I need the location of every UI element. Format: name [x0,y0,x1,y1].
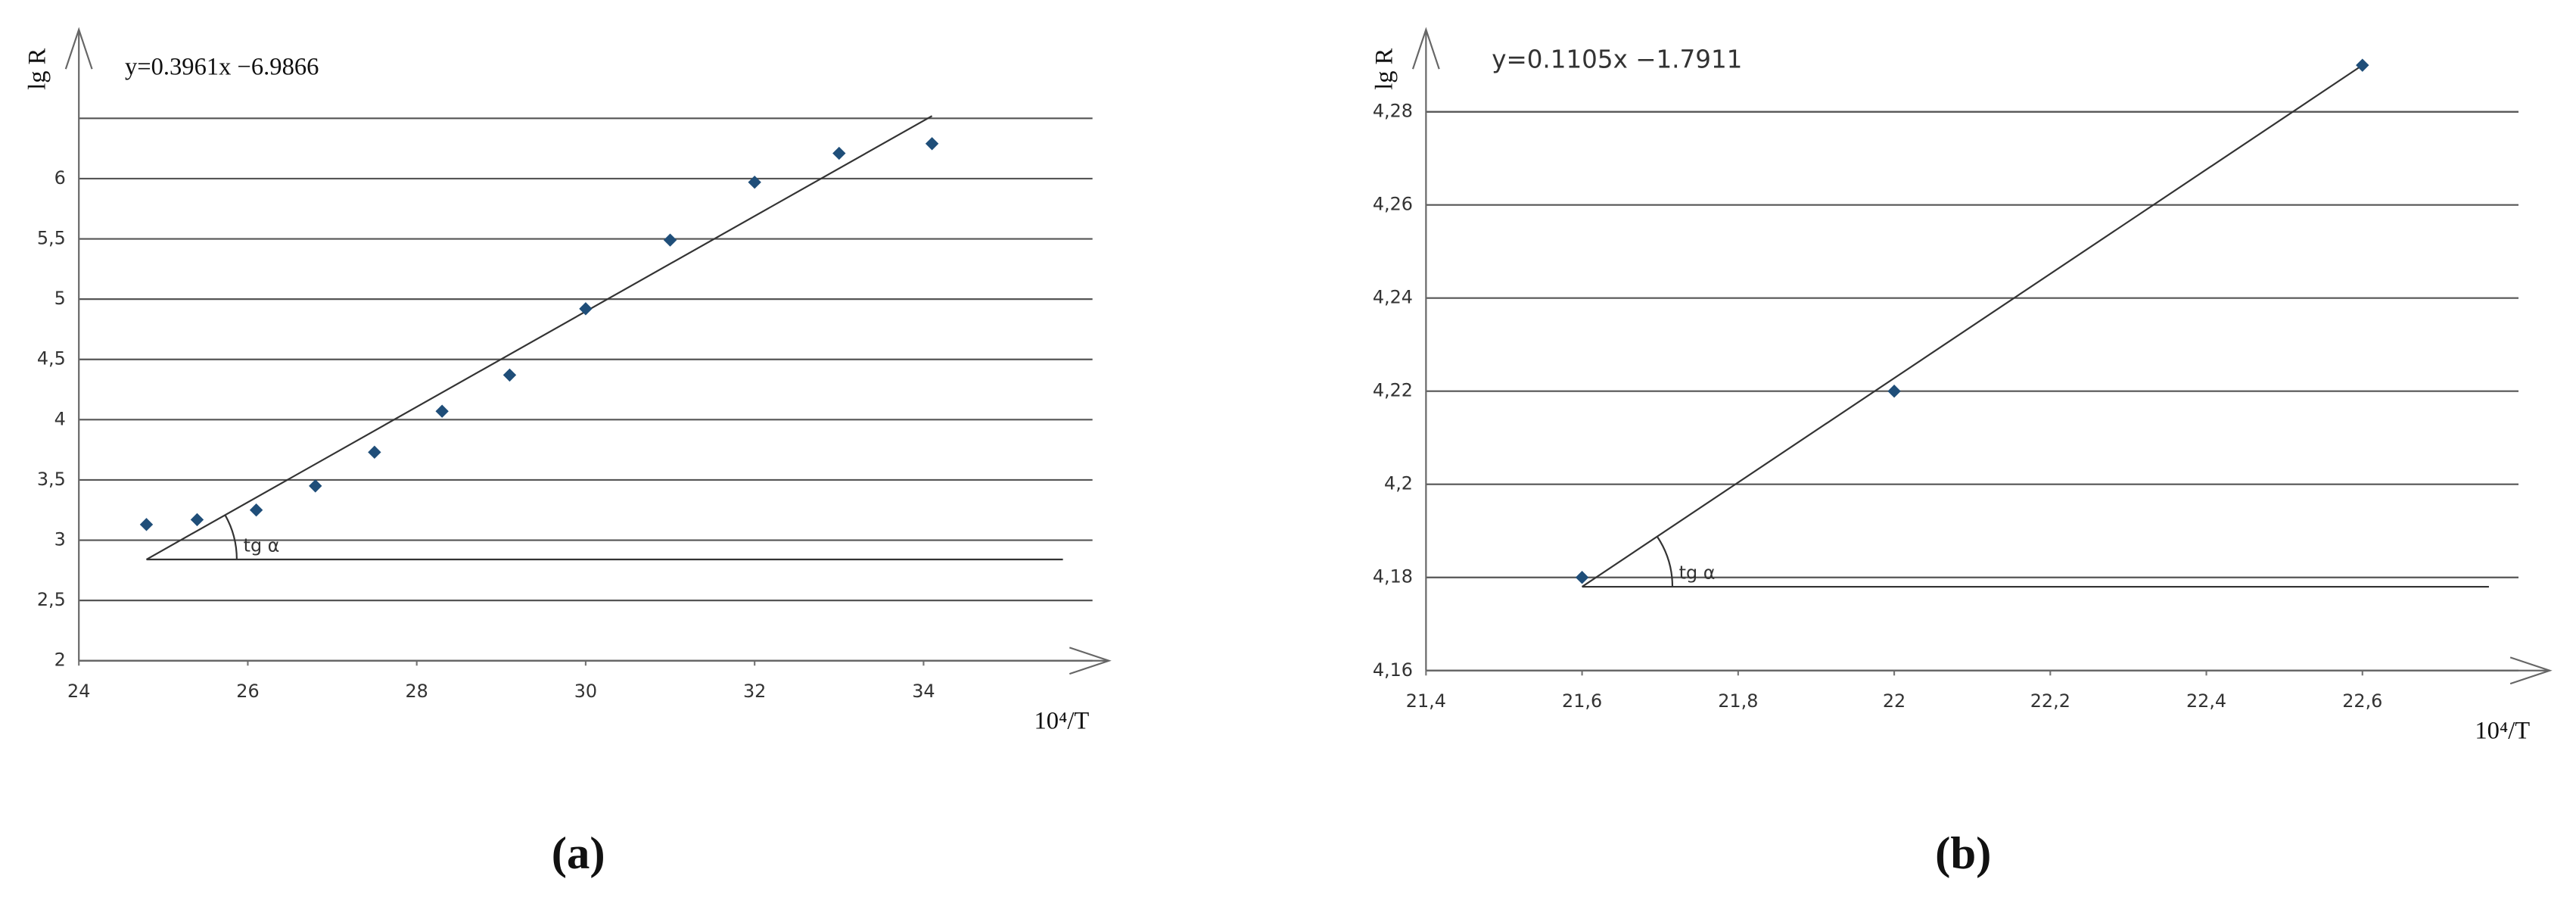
point [249,503,263,517]
point [1575,571,1589,584]
x-tick-label: 22,6 [2342,690,2382,712]
y-tick-label: 4,26 [1373,194,1413,215]
y-tick-label: 4,16 [1373,659,1413,681]
x-tick-label: 24 [67,681,90,702]
point [579,302,593,316]
y-arrow [1411,26,1440,70]
y-tick-label: 4,24 [1373,287,1413,308]
x-arrow [2509,656,2553,685]
y-tick-label: 4,22 [1373,380,1413,401]
point [832,146,846,160]
angle-label: tg α [1679,562,1716,584]
y-tick-label: 2,5 [37,589,66,610]
point [435,404,449,418]
angle-arc [224,514,238,560]
point [139,518,154,531]
y-arrow [64,26,93,70]
equation: y=0.1105x −1.7911 [1492,45,1742,73]
x-tick-label: 21,6 [1562,690,1602,712]
equation: y=0.3961x −6.9866 [125,54,319,81]
y-tick-label: 4,28 [1373,101,1413,122]
panel-label: (b) [1935,828,1991,879]
point [502,368,517,382]
x-axis-label: 10⁴/T [2475,718,2530,745]
x-tick-label: 22,4 [2186,690,2226,712]
angle-arc [1656,536,1674,587]
x-tick-label: 34 [912,681,935,702]
y-tick-label: 4,5 [37,348,66,369]
y-axis-label: lg R [1371,48,1398,89]
y-tick-label: 4,18 [1373,566,1413,587]
point [368,445,381,460]
trendline [1581,64,2363,587]
x-tick-label: 21,8 [1718,690,1758,712]
y-tick-label: 5 [54,288,66,309]
angle-label: tg α [244,535,280,556]
y-tick-label: 4 [54,408,66,429]
x-tick-label: 21,4 [1406,690,1446,712]
x-tick-label: 22 [1883,690,1906,712]
y-tick-label: 6 [54,167,66,189]
panel-label: (a) [552,828,605,879]
y-tick-label: 5,5 [37,228,66,249]
x-tick-label: 26 [236,681,259,702]
x-axis-label: 10⁴/T [1034,708,1089,735]
x-tick-label: 22,2 [2030,690,2070,712]
y-tick-label: 4,2 [1384,473,1413,494]
y-tick-label: 3,5 [37,469,66,490]
point [1887,385,1901,398]
x-tick-label: 32 [743,681,766,702]
y-axis-label: lg R [24,48,51,89]
x-arrow [1069,647,1112,675]
y-tick-label: 3 [54,529,66,550]
point [309,479,322,493]
x-tick-label: 30 [574,681,597,702]
x-tick-label: 28 [405,681,428,702]
point [925,137,939,151]
point [2356,58,2369,72]
point [748,176,761,189]
y-tick-label: 2 [54,650,66,671]
trendline [145,115,933,560]
point [663,233,677,247]
point [190,513,204,527]
